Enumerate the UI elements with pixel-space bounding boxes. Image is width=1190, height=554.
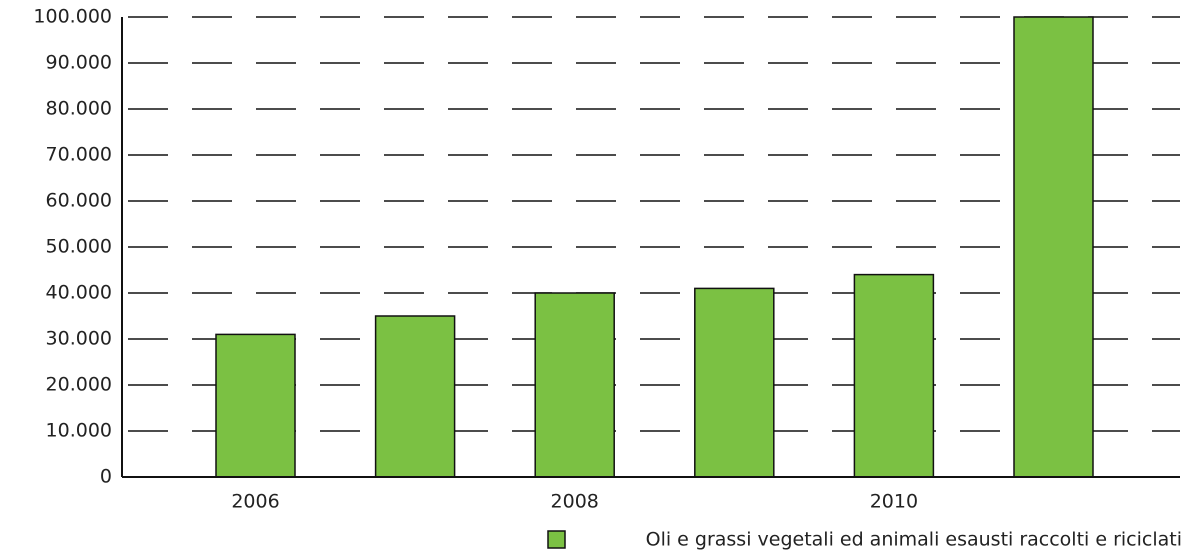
- y-tick-label: 30.000: [46, 328, 112, 350]
- x-tick-label: 2006: [231, 491, 279, 513]
- legend-swatch: [547, 530, 566, 549]
- x-tick-label: 2010: [870, 491, 918, 513]
- bar: [534, 292, 615, 478]
- bar: [1013, 16, 1094, 478]
- y-tick-label: 70.000: [46, 144, 112, 166]
- legend-label: Oli e grassi vegetali ed animali esausti…: [646, 529, 1182, 551]
- y-tick-label: 20.000: [46, 374, 112, 396]
- y-tick-label: 40.000: [46, 282, 112, 304]
- y-tick-label: 0: [100, 466, 112, 488]
- y-tick-label: 50.000: [46, 236, 112, 258]
- y-tick-label: 100.000: [33, 6, 112, 28]
- y-tick-label: 10.000: [46, 420, 112, 442]
- bar: [853, 273, 935, 478]
- bar: [694, 287, 775, 478]
- y-tick-label: 90.000: [46, 52, 112, 74]
- bar: [215, 333, 296, 478]
- y-tick-label: 60.000: [46, 190, 112, 212]
- bar: [374, 315, 456, 478]
- x-tick-label: 2008: [551, 491, 599, 513]
- y-tick-label: 80.000: [46, 98, 112, 120]
